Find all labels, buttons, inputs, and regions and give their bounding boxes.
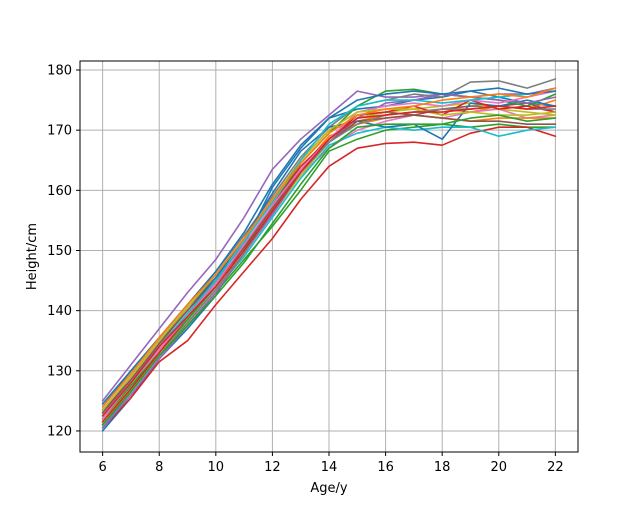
y-tick-label: 130 [47, 364, 72, 379]
series-line-20 [101, 90, 557, 417]
series-line-19 [101, 108, 557, 411]
y-tick-label: 120 [47, 424, 72, 439]
axis-ticks: 6 8 10 12 14 16 18 20 22 120 130 140 150 160 170 180 [47, 64, 563, 475]
y-axis-label: Height/cm [25, 223, 40, 290]
x-tick-label: 14 [321, 460, 338, 475]
x-tick-label: 12 [264, 460, 281, 475]
y-tick-label: 140 [47, 304, 72, 319]
x-tick-label: 22 [547, 460, 564, 475]
x-tick-label: 20 [490, 460, 507, 475]
series-line-4 [101, 126, 557, 429]
y-tick-label: 160 [47, 184, 72, 199]
x-axis-label: Age/y [310, 481, 348, 496]
x-tick-label: 16 [377, 460, 394, 475]
y-tick-label: 150 [47, 244, 72, 259]
x-tick-label: 18 [434, 460, 451, 475]
series-lines [101, 78, 557, 432]
x-tick-label: 10 [208, 460, 225, 475]
x-tick-label: 8 [155, 460, 163, 475]
series-line-23 [101, 87, 557, 408]
series-line-24 [101, 105, 557, 417]
y-tick-label: 170 [47, 124, 72, 139]
x-tick-label: 6 [98, 460, 106, 475]
series-line-22 [101, 114, 557, 426]
y-tick-label: 180 [47, 64, 72, 79]
